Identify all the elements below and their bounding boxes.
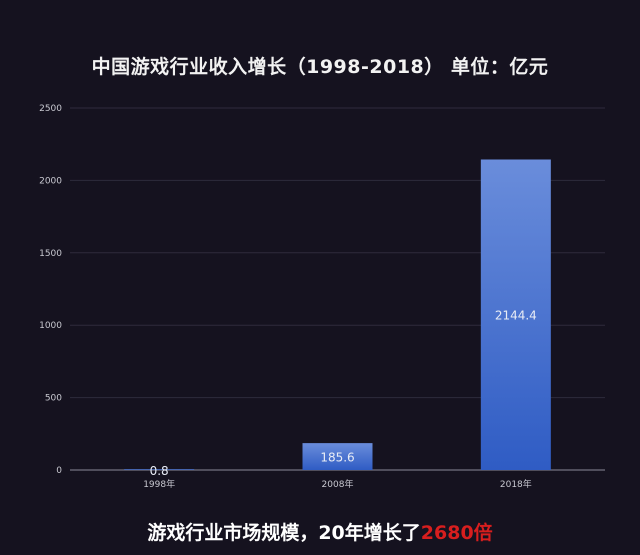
x-tick-label: 2018年 bbox=[500, 478, 532, 490]
data-label: 0.8 bbox=[150, 464, 169, 478]
data-label: 185.6 bbox=[320, 451, 354, 465]
y-tick-label: 1000 bbox=[39, 321, 62, 331]
x-tick-label: 2008年 bbox=[322, 478, 354, 490]
caption-text: 游戏行业市场规模，20年增长了 bbox=[147, 522, 421, 544]
bars: 0.8 185.6 2144.4 bbox=[124, 159, 551, 478]
chart-title: 中国游戏行业收入增长（1998-2018） 单位：亿元 bbox=[91, 56, 549, 78]
bar bbox=[124, 469, 195, 470]
bar bbox=[302, 443, 373, 470]
caption-highlight: 2680倍 bbox=[420, 522, 493, 544]
axis-ticks: 0 500 1000 1500 2000 2500 1998年 2008年 2018年 bbox=[39, 104, 532, 490]
y-tick-label: 2000 bbox=[39, 176, 62, 186]
bar-chart: 0.8 185.6 2144.4 0 500 1000 1500 2000 2500 1998年… bbox=[39, 104, 605, 490]
y-tick-label: 1500 bbox=[39, 249, 62, 259]
x-tick-label: 1998年 bbox=[143, 478, 175, 490]
caption: 游戏行业市场规模，20年增长了2680倍 bbox=[0, 518, 640, 545]
data-label: 2144.4 bbox=[495, 309, 537, 323]
bar bbox=[480, 159, 551, 470]
y-tick-label: 500 bbox=[45, 394, 62, 404]
y-tick-label: 0 bbox=[56, 466, 62, 476]
y-tick-label: 2500 bbox=[39, 104, 62, 114]
